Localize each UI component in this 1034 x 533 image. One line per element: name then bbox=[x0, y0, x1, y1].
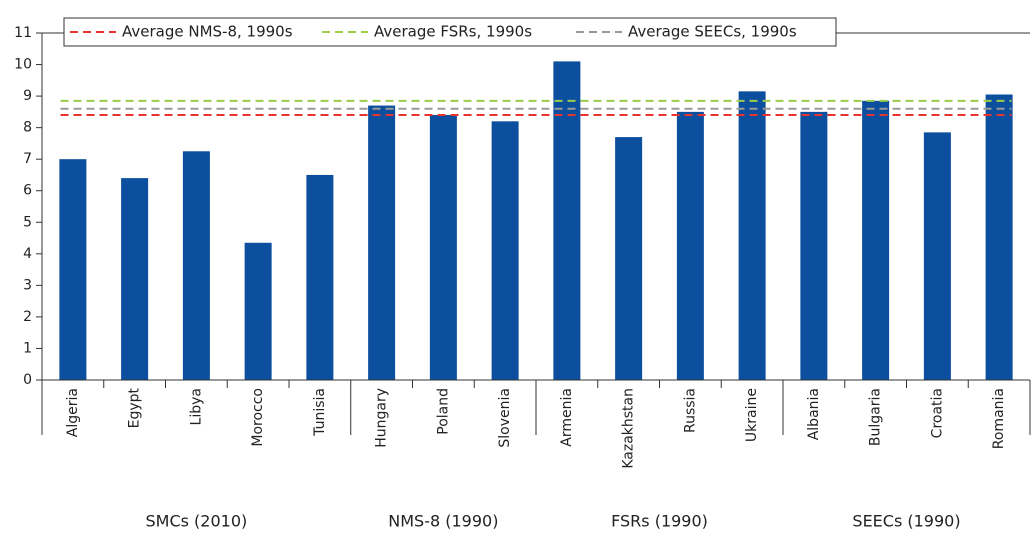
group-label: SEECs (1990) bbox=[852, 512, 960, 531]
y-tick-label: 10 bbox=[14, 57, 32, 73]
bar bbox=[676, 111, 704, 380]
bar bbox=[429, 115, 457, 380]
y-tick-label: 2 bbox=[23, 309, 32, 325]
x-tick-label: Hungary bbox=[374, 388, 390, 448]
group-label: SMCs (2010) bbox=[145, 512, 247, 531]
y-tick-label: 3 bbox=[23, 277, 32, 293]
x-tick-label: Algeria bbox=[65, 388, 81, 437]
legend-box bbox=[63, 17, 837, 47]
x-tick-label: Romania bbox=[991, 388, 1007, 449]
bar bbox=[306, 174, 334, 380]
x-tick-label: Egypt bbox=[127, 388, 143, 429]
group-label: NMS-8 (1990) bbox=[388, 512, 498, 531]
y-tick-label: 0 bbox=[23, 372, 32, 388]
y-tick-label: 6 bbox=[23, 183, 32, 199]
bar bbox=[182, 151, 210, 380]
x-tick-label: Morocco bbox=[250, 388, 266, 447]
y-tick-label: 11 bbox=[14, 25, 32, 41]
legend-label: Average SEECs, 1990s bbox=[628, 23, 797, 41]
legend-label: Average FSRs, 1990s bbox=[374, 23, 532, 41]
x-tick-label: Bulgaria bbox=[868, 388, 884, 446]
y-tick-label: 5 bbox=[23, 214, 32, 230]
bar bbox=[923, 132, 951, 380]
x-tick-label: Kazakhstan bbox=[621, 388, 637, 469]
x-tick-label: Ukraine bbox=[744, 388, 760, 442]
x-tick-label: Poland bbox=[435, 388, 451, 435]
group-label: FSRs (1990) bbox=[611, 512, 708, 531]
bar bbox=[615, 137, 643, 380]
x-tick-label: Tunisia bbox=[312, 388, 328, 437]
bar bbox=[59, 159, 87, 380]
legend-label: Average NMS-8, 1990s bbox=[122, 23, 293, 41]
y-tick-label: 1 bbox=[23, 340, 32, 356]
bar bbox=[738, 91, 766, 380]
bar bbox=[368, 105, 396, 381]
x-tick-label: Armenia bbox=[559, 388, 575, 447]
x-tick-label: Libya bbox=[188, 388, 204, 425]
y-tick-label: 8 bbox=[23, 120, 32, 136]
y-tick-label: 4 bbox=[23, 246, 32, 262]
bar bbox=[862, 100, 890, 380]
x-tick-label: Croatia bbox=[929, 388, 945, 438]
y-tick-label: 9 bbox=[23, 88, 32, 104]
bar bbox=[121, 178, 149, 380]
x-tick-label: Slovenia bbox=[497, 388, 513, 448]
x-tick-label: Albania bbox=[806, 388, 822, 440]
bar bbox=[800, 111, 828, 380]
bar bbox=[491, 121, 519, 380]
x-tick-label: Russia bbox=[682, 388, 698, 433]
y-tick-label: 7 bbox=[23, 151, 32, 167]
bar bbox=[244, 242, 272, 380]
bar bbox=[985, 94, 1013, 380]
